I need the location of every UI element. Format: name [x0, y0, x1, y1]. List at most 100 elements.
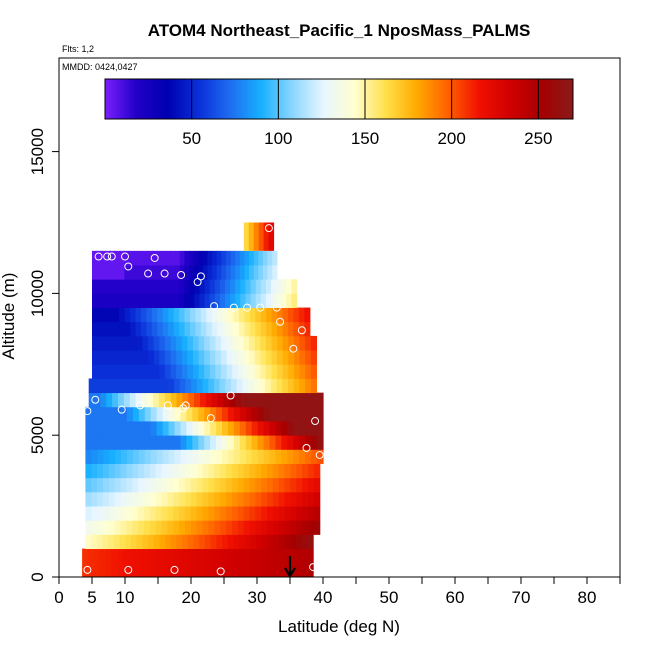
- heatmap-cell: [85, 520, 92, 535]
- heatmap-cell: [293, 364, 301, 379]
- heatmap-cell: [307, 491, 315, 507]
- heatmap-cell: [103, 449, 110, 464]
- heatmap-cell: [196, 463, 204, 479]
- heatmap-cell: [287, 406, 294, 422]
- heatmap-cell: [204, 406, 211, 422]
- heatmap-cell: [199, 293, 206, 308]
- sample-point: [309, 563, 318, 572]
- heatmap-cell: [115, 265, 121, 280]
- heatmap-cell: [264, 392, 271, 408]
- heatmap-cell: [122, 378, 130, 394]
- heatmap-cell: [155, 520, 163, 535]
- heatmap-cell: [119, 307, 126, 323]
- heatmap-cell: [293, 421, 300, 436]
- heatmap-cell: [237, 491, 245, 507]
- sample-point: [94, 252, 103, 261]
- heatmap-cell: [132, 421, 140, 436]
- sample-point: [83, 565, 92, 574]
- x-axis-label: Latitude (deg N): [278, 617, 400, 636]
- sample-point: [124, 262, 133, 271]
- heatmap-cell: [260, 307, 267, 323]
- heatmap-cell: [249, 321, 256, 337]
- heatmap-cell: [284, 534, 291, 550]
- heatmap-cell: [155, 477, 163, 493]
- heatmap-cell: [209, 335, 217, 351]
- sample-point: [170, 565, 179, 574]
- plot-frame: [58, 57, 621, 578]
- heatmap-cell: [138, 449, 146, 464]
- heatmap-cell: [184, 265, 190, 280]
- heatmap-cell: [170, 335, 177, 351]
- heatmap-cell: [262, 265, 269, 280]
- heatmap-cell: [92, 293, 98, 308]
- heatmap-cell: [305, 364, 312, 379]
- heatmap-cell: [284, 463, 292, 479]
- heatmap-cell: [204, 293, 211, 308]
- heatmap-cell: [245, 421, 253, 436]
- heatmap-cell: [313, 477, 321, 493]
- heatmap-cell: [219, 293, 226, 308]
- heatmap-cell: [126, 477, 133, 493]
- heatmap-cell: [153, 364, 160, 379]
- heatmap-cell: [175, 265, 181, 280]
- heatmap-cell: [230, 293, 236, 308]
- heatmap-cell: [235, 250, 241, 266]
- sample-point: [150, 253, 159, 262]
- sample-point: [124, 565, 133, 574]
- heatmap-cell: [255, 506, 262, 521]
- heatmap-cell: [147, 392, 154, 408]
- heatmap-cell: [290, 548, 297, 564]
- heatmap-cell: [187, 534, 195, 550]
- heatmap-cell: [211, 392, 219, 408]
- heatmap-cell: [204, 279, 211, 294]
- heatmap-cell: [226, 562, 233, 578]
- heatmap-cell: [221, 350, 228, 365]
- heatmap-cell: [271, 307, 278, 323]
- heatmap-cell: [243, 548, 251, 564]
- heatmap-cell: [231, 463, 239, 479]
- heatmap-cell: [299, 335, 306, 351]
- heatmap-cell: [249, 477, 256, 493]
- heatmap-cell: [244, 321, 251, 337]
- heatmap-cell: [150, 435, 158, 450]
- heatmap-cell: [120, 477, 128, 493]
- heatmap-cell: [255, 491, 262, 507]
- heatmap-cell: [136, 335, 144, 351]
- heatmap-cell: [124, 265, 130, 280]
- heatmap-cell: [287, 435, 294, 450]
- heatmap-cell: [310, 335, 317, 351]
- heatmap-cell: [269, 449, 277, 464]
- heatmap-cell: [168, 406, 176, 422]
- sample-point: [243, 303, 252, 312]
- heatmap-cell: [198, 335, 205, 351]
- heatmap-cell: [192, 350, 200, 365]
- heatmap-cell: [157, 307, 164, 323]
- heatmap-cell: [114, 477, 122, 493]
- heatmap-cell: [245, 406, 253, 422]
- heatmap-cell: [93, 548, 101, 564]
- heatmap-cell: [260, 350, 267, 365]
- heatmap-cell: [167, 491, 174, 507]
- heatmap-cell: [107, 279, 114, 294]
- heatmap-cell: [184, 491, 192, 507]
- y-tick-label: 5000: [28, 416, 47, 454]
- heatmap-cell: [156, 406, 164, 422]
- heatmap-cell: [97, 477, 104, 493]
- heatmap-cell: [135, 321, 142, 337]
- heatmap-cell: [224, 279, 231, 294]
- heatmap-cell: [233, 421, 241, 436]
- heatmap-cell: [168, 435, 176, 450]
- heatmap-cell: [97, 421, 104, 436]
- heatmap-cell: [91, 491, 98, 507]
- heatmap-cell: [191, 378, 198, 394]
- heatmap-cell: [249, 548, 256, 564]
- heatmap-cell: [257, 449, 265, 464]
- heatmap-cell: [281, 449, 288, 464]
- heatmap-cell: [132, 520, 139, 535]
- heatmap-cell: [138, 435, 146, 450]
- heatmap-cell: [293, 321, 300, 337]
- heatmap-cell: [278, 520, 286, 535]
- heatmap-cell: [108, 321, 115, 337]
- heatmap-cell: [267, 250, 273, 266]
- heatmap-cell: [317, 435, 324, 450]
